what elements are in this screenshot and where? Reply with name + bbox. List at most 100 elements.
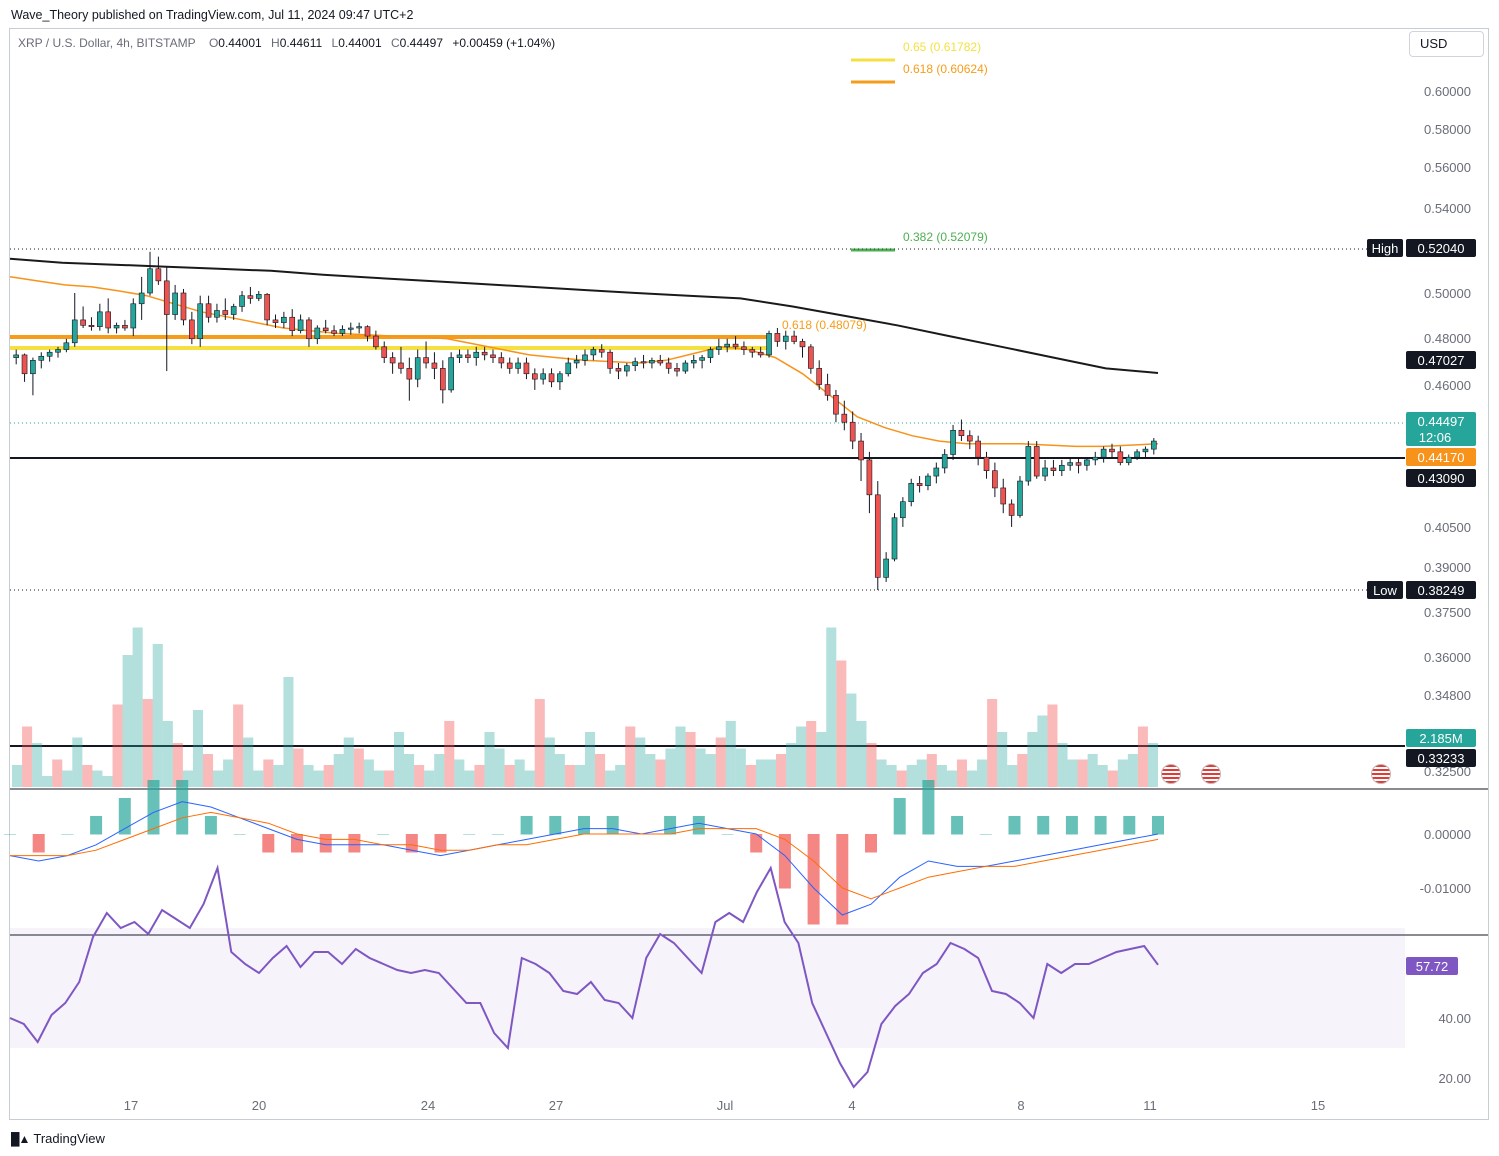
candle-body xyxy=(1067,462,1073,466)
candle-body xyxy=(874,494,881,578)
volume-bar xyxy=(474,765,485,787)
candle-body xyxy=(841,413,848,423)
candle-body xyxy=(331,330,337,334)
candle-body xyxy=(607,351,613,369)
volume-bar xyxy=(916,759,927,787)
volume-bar xyxy=(313,770,324,787)
candle-body xyxy=(63,342,70,350)
candle-body xyxy=(1042,467,1048,477)
price-tag-countdown: 12:06 xyxy=(1419,430,1452,445)
candle-body xyxy=(155,268,162,282)
volume-bar xyxy=(1127,754,1138,787)
volume-bar xyxy=(434,754,445,787)
price-tag-value: 0.44497 xyxy=(1418,414,1465,429)
candle-body xyxy=(598,349,605,353)
candle-body xyxy=(197,303,204,340)
candle-body xyxy=(297,319,304,331)
candle-body xyxy=(699,357,705,361)
volume-bar xyxy=(353,748,364,787)
volume-bar xyxy=(595,754,606,787)
volume-bar xyxy=(223,759,234,787)
volume-bar xyxy=(404,754,415,787)
volume-bar xyxy=(967,770,978,787)
volume-bar xyxy=(1107,770,1118,787)
candle-body xyxy=(992,470,998,489)
candle-body xyxy=(1134,451,1140,458)
low-value: 0.44001 xyxy=(338,36,382,50)
brand-name: TradingView xyxy=(33,1131,105,1146)
volume-bar xyxy=(363,759,374,787)
candle-body xyxy=(849,421,856,442)
volume-bar xyxy=(42,776,53,787)
candle-body xyxy=(858,440,864,461)
volume-bar xyxy=(444,721,455,787)
volume-bar xyxy=(182,770,193,787)
candle-body xyxy=(80,319,86,326)
volume-bar xyxy=(655,759,666,787)
price-tag-value: 0.47027 xyxy=(1418,353,1465,368)
rsi-axis-label: 20.00 xyxy=(1438,1071,1471,1086)
candle-body xyxy=(1017,480,1023,516)
candle-body xyxy=(172,292,178,315)
candle-body xyxy=(766,333,772,356)
resistance-zone xyxy=(10,346,770,350)
macd-histogram-bar xyxy=(348,834,361,853)
candle-body xyxy=(958,429,965,436)
volume-bar xyxy=(233,704,244,787)
volume-bar xyxy=(82,765,93,787)
symbol-name[interactable]: XRP / U.S. Dollar, 4h, BITSTAMP xyxy=(18,36,196,50)
candle-body xyxy=(900,501,906,519)
us-flag-icon[interactable] xyxy=(1371,764,1391,784)
macd-histogram-bar xyxy=(1037,816,1050,835)
macd-histogram-bar xyxy=(32,834,45,853)
macd-histogram-bar xyxy=(750,834,763,853)
us-flag-icon[interactable] xyxy=(1161,764,1181,784)
candle-body xyxy=(573,359,580,364)
macd-histogram-bar xyxy=(979,834,992,835)
candle-body xyxy=(1033,446,1040,477)
volume-bar xyxy=(132,627,143,787)
macd-histogram-bar xyxy=(491,834,504,835)
candle-body xyxy=(1084,459,1090,466)
volume-bar xyxy=(725,721,736,787)
candle-body xyxy=(314,327,321,340)
candle-body xyxy=(1109,448,1115,453)
volume-bar xyxy=(534,699,545,787)
fib-level-label: 0.618 (0.60624) xyxy=(903,62,988,76)
volume-bar xyxy=(685,732,696,787)
rsi-value-label: 57.72 xyxy=(1416,959,1449,974)
volume-bar xyxy=(715,737,726,787)
fib-level-label: 0.65 (0.61782) xyxy=(903,40,981,54)
candle-body xyxy=(506,362,513,369)
macd-histogram-bar xyxy=(549,816,562,835)
volume-bar xyxy=(1057,743,1068,787)
price-axis-label: 0.37500 xyxy=(1424,605,1471,620)
candle-body xyxy=(389,357,396,364)
volume-bar xyxy=(695,748,706,787)
volume-bar xyxy=(32,743,43,787)
volume-bar xyxy=(987,699,998,787)
volume-bar xyxy=(1137,726,1148,787)
candle-body xyxy=(925,475,931,486)
price-axis-label: 0.50000 xyxy=(1424,286,1471,301)
resistance-zone xyxy=(10,335,770,339)
volume-bar xyxy=(554,754,565,787)
macd-histogram-bar xyxy=(664,816,677,835)
volume-bar xyxy=(735,748,746,787)
macd-histogram-bar xyxy=(922,780,935,835)
volume-bar xyxy=(846,693,857,787)
volume-bar xyxy=(504,765,515,787)
time-axis-label: 8 xyxy=(1017,1098,1024,1113)
currency-button[interactable]: USD xyxy=(1409,31,1484,57)
volume-bar xyxy=(765,759,776,787)
candle-body xyxy=(716,346,722,350)
candle-body xyxy=(523,362,530,375)
macd-histogram-bar xyxy=(434,834,447,853)
candle-body xyxy=(540,373,546,380)
tradingview-brand[interactable]: █▲ TradingView xyxy=(11,1131,105,1146)
us-flag-icon[interactable] xyxy=(1201,764,1221,784)
candle-body xyxy=(682,362,689,372)
volume-bar xyxy=(424,770,435,787)
candle-body xyxy=(289,316,296,331)
